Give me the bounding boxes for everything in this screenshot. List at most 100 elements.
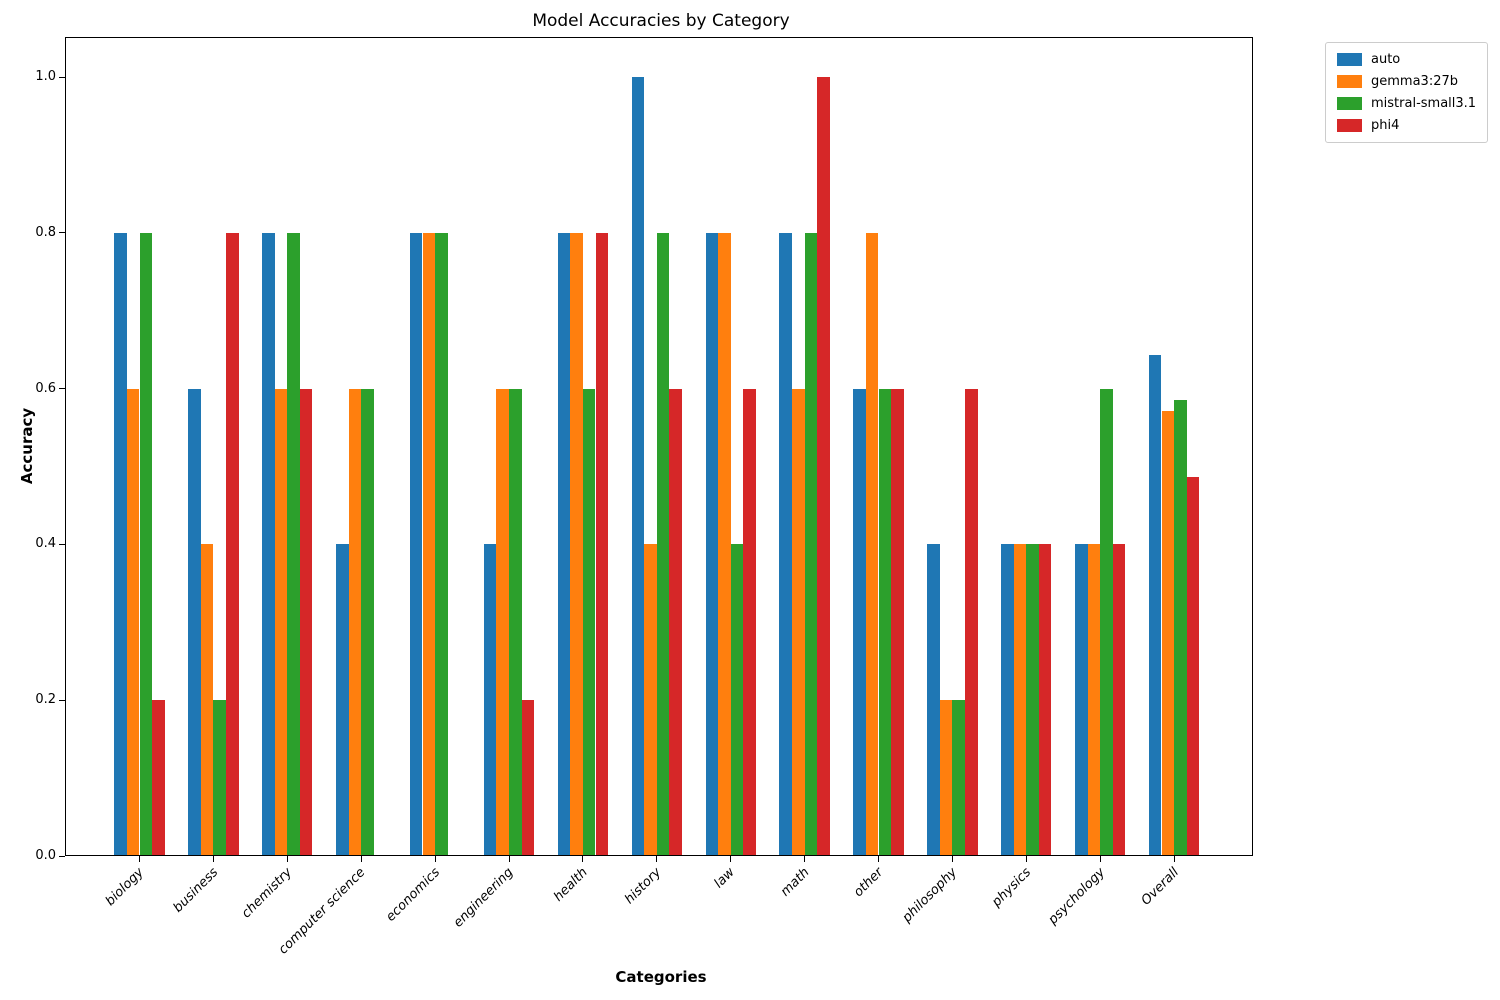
bar-phi4-physics <box>1038 544 1052 856</box>
bar-mistral-small3-1-psychology <box>1100 388 1113 856</box>
x-axis-tick <box>212 856 214 862</box>
y-axis-tick-label: 0.2 <box>35 692 56 708</box>
y-axis-tick-label: 0.8 <box>35 224 56 240</box>
bar-gemma3-27b-economics <box>422 232 436 856</box>
x-axis-tick <box>1025 856 1027 862</box>
bar-gemma3-27b-psychology <box>1087 544 1101 856</box>
x-axis-tick-label-psychology: psychology <box>1045 865 1108 928</box>
bar-mistral-small3-1-chemistry <box>287 232 300 856</box>
legend-swatch-auto <box>1337 53 1362 66</box>
bar-auto-biology <box>114 232 127 856</box>
x-axis-label: Categories <box>615 968 707 986</box>
bar-gemma3-27b-history <box>644 544 657 856</box>
bar-mistral-small3-1-health <box>582 388 596 856</box>
bar-mistral-small3-1-overall <box>1174 399 1187 856</box>
x-axis-tick-label-economics: economics <box>382 865 443 925</box>
legend-item-phi4: phi4 <box>1337 117 1476 134</box>
legend-swatch-gemma3-27b <box>1337 75 1362 88</box>
bar-phi4-other <box>891 388 904 856</box>
y-axis-tick-label: 0.6 <box>35 380 56 396</box>
bar-gemma3-27b-math <box>792 388 805 856</box>
legend-item-auto: auto <box>1337 51 1476 68</box>
bar-mistral-small3-1-law <box>730 544 744 856</box>
bar-mistral-small3-1-philosophy <box>952 700 965 856</box>
bar-gemma3-27b-law <box>718 232 731 856</box>
bar-gemma3-27b-engineering <box>496 388 509 856</box>
bar-phi4-business <box>226 232 239 856</box>
bar-gemma3-27b-physics <box>1013 544 1027 856</box>
legend-item-mistral-small3-1: mistral-small3.1 <box>1337 95 1476 112</box>
x-axis-tick <box>582 856 584 862</box>
bar-mistral-small3-1-business <box>213 700 226 856</box>
bar-auto-philosophy <box>927 544 940 856</box>
legend-swatch-phi4 <box>1337 119 1362 132</box>
x-axis-tick-label-chemistry: chemistry <box>238 865 295 922</box>
bar-auto-economics <box>409 232 423 856</box>
x-axis-tick <box>1173 856 1175 862</box>
x-axis-tick-label-engineering: engineering <box>450 865 517 931</box>
bar-mistral-small3-1-math <box>804 232 818 856</box>
bar-mistral-small3-1-engineering <box>509 388 522 856</box>
x-axis-tick <box>804 856 806 862</box>
x-axis-tick-label-physics: physics <box>989 865 1034 910</box>
y-axis-tick <box>59 543 65 545</box>
bar-phi4-philosophy <box>965 388 978 856</box>
bar-phi4-health <box>595 232 609 856</box>
y-axis-tick-label: 1.0 <box>35 69 56 84</box>
bar-gemma3-27b-business <box>200 544 214 856</box>
x-axis-tick <box>508 856 510 862</box>
bar-phi4-psychology <box>1112 544 1126 856</box>
bar-phi4-engineering <box>521 700 535 856</box>
bar-gemma3-27b-computer-science <box>348 388 362 856</box>
bar-auto-math <box>779 232 792 856</box>
x-axis-tick <box>434 856 436 862</box>
bar-phi4-law <box>743 388 756 856</box>
legend-item-gemma3-27b: gemma3:27b <box>1337 73 1476 90</box>
x-axis-tick-label-law: law <box>711 865 739 892</box>
legend: auto gemma3:27b mistral-small3.1 phi4 <box>1325 42 1489 143</box>
x-axis-tick <box>730 856 732 862</box>
bar-mistral-small3-1-history <box>656 232 670 856</box>
x-axis-tick-label-health: health <box>550 865 591 905</box>
bar-mistral-small3-1-economics <box>435 232 448 856</box>
bar-auto-engineering <box>483 544 497 856</box>
y-axis-tick <box>59 855 65 857</box>
bar-phi4-chemistry <box>299 388 313 856</box>
x-axis-tick <box>656 856 658 862</box>
y-axis-tick-label: 0.0 <box>35 848 56 863</box>
legend-swatch-mistral-small3-1 <box>1337 97 1362 110</box>
x-axis-tick-label-biology: biology <box>103 865 148 910</box>
x-axis-tick <box>878 856 879 862</box>
legend-label-phi4: phi4 <box>1371 118 1400 133</box>
bar-auto-history <box>631 77 645 856</box>
bar-auto-overall <box>1148 355 1162 856</box>
x-axis-tick <box>1099 856 1101 862</box>
bar-auto-physics <box>1001 544 1014 856</box>
legend-label-auto: auto <box>1371 52 1401 67</box>
y-axis-tick <box>59 388 65 390</box>
bar-phi4-history <box>669 388 682 856</box>
bar-mistral-small3-1-other <box>878 388 892 856</box>
bar-auto-other <box>853 388 866 856</box>
bar-auto-chemistry <box>262 232 275 856</box>
legend-label-mistral-small3-1: mistral-small3.1 <box>1371 96 1477 111</box>
bar-mistral-small3-1-computer-science <box>361 388 374 856</box>
x-axis-tick-label-philosophy: philosophy <box>899 865 961 926</box>
y-axis-tick <box>59 76 65 78</box>
bar-auto-health <box>557 232 571 856</box>
x-axis-tick <box>286 856 288 862</box>
bar-auto-psychology <box>1075 544 1088 856</box>
x-axis-tick <box>951 856 953 862</box>
bar-auto-computer-science <box>336 544 349 856</box>
bar-gemma3-27b-philosophy <box>939 700 953 856</box>
x-axis-tick <box>360 856 362 862</box>
bar-gemma3-27b-chemistry <box>274 388 288 856</box>
x-axis-tick-label-business: business <box>170 865 222 916</box>
x-axis-tick-label-math: math <box>777 865 813 900</box>
x-axis-tick-label-overall: Overall <box>1138 865 1182 909</box>
chart-title: Model Accuracies by Category <box>532 11 790 31</box>
bar-mistral-small3-1-physics <box>1026 544 1039 856</box>
x-axis-tick <box>139 856 140 862</box>
bar-phi4-math <box>817 77 830 856</box>
